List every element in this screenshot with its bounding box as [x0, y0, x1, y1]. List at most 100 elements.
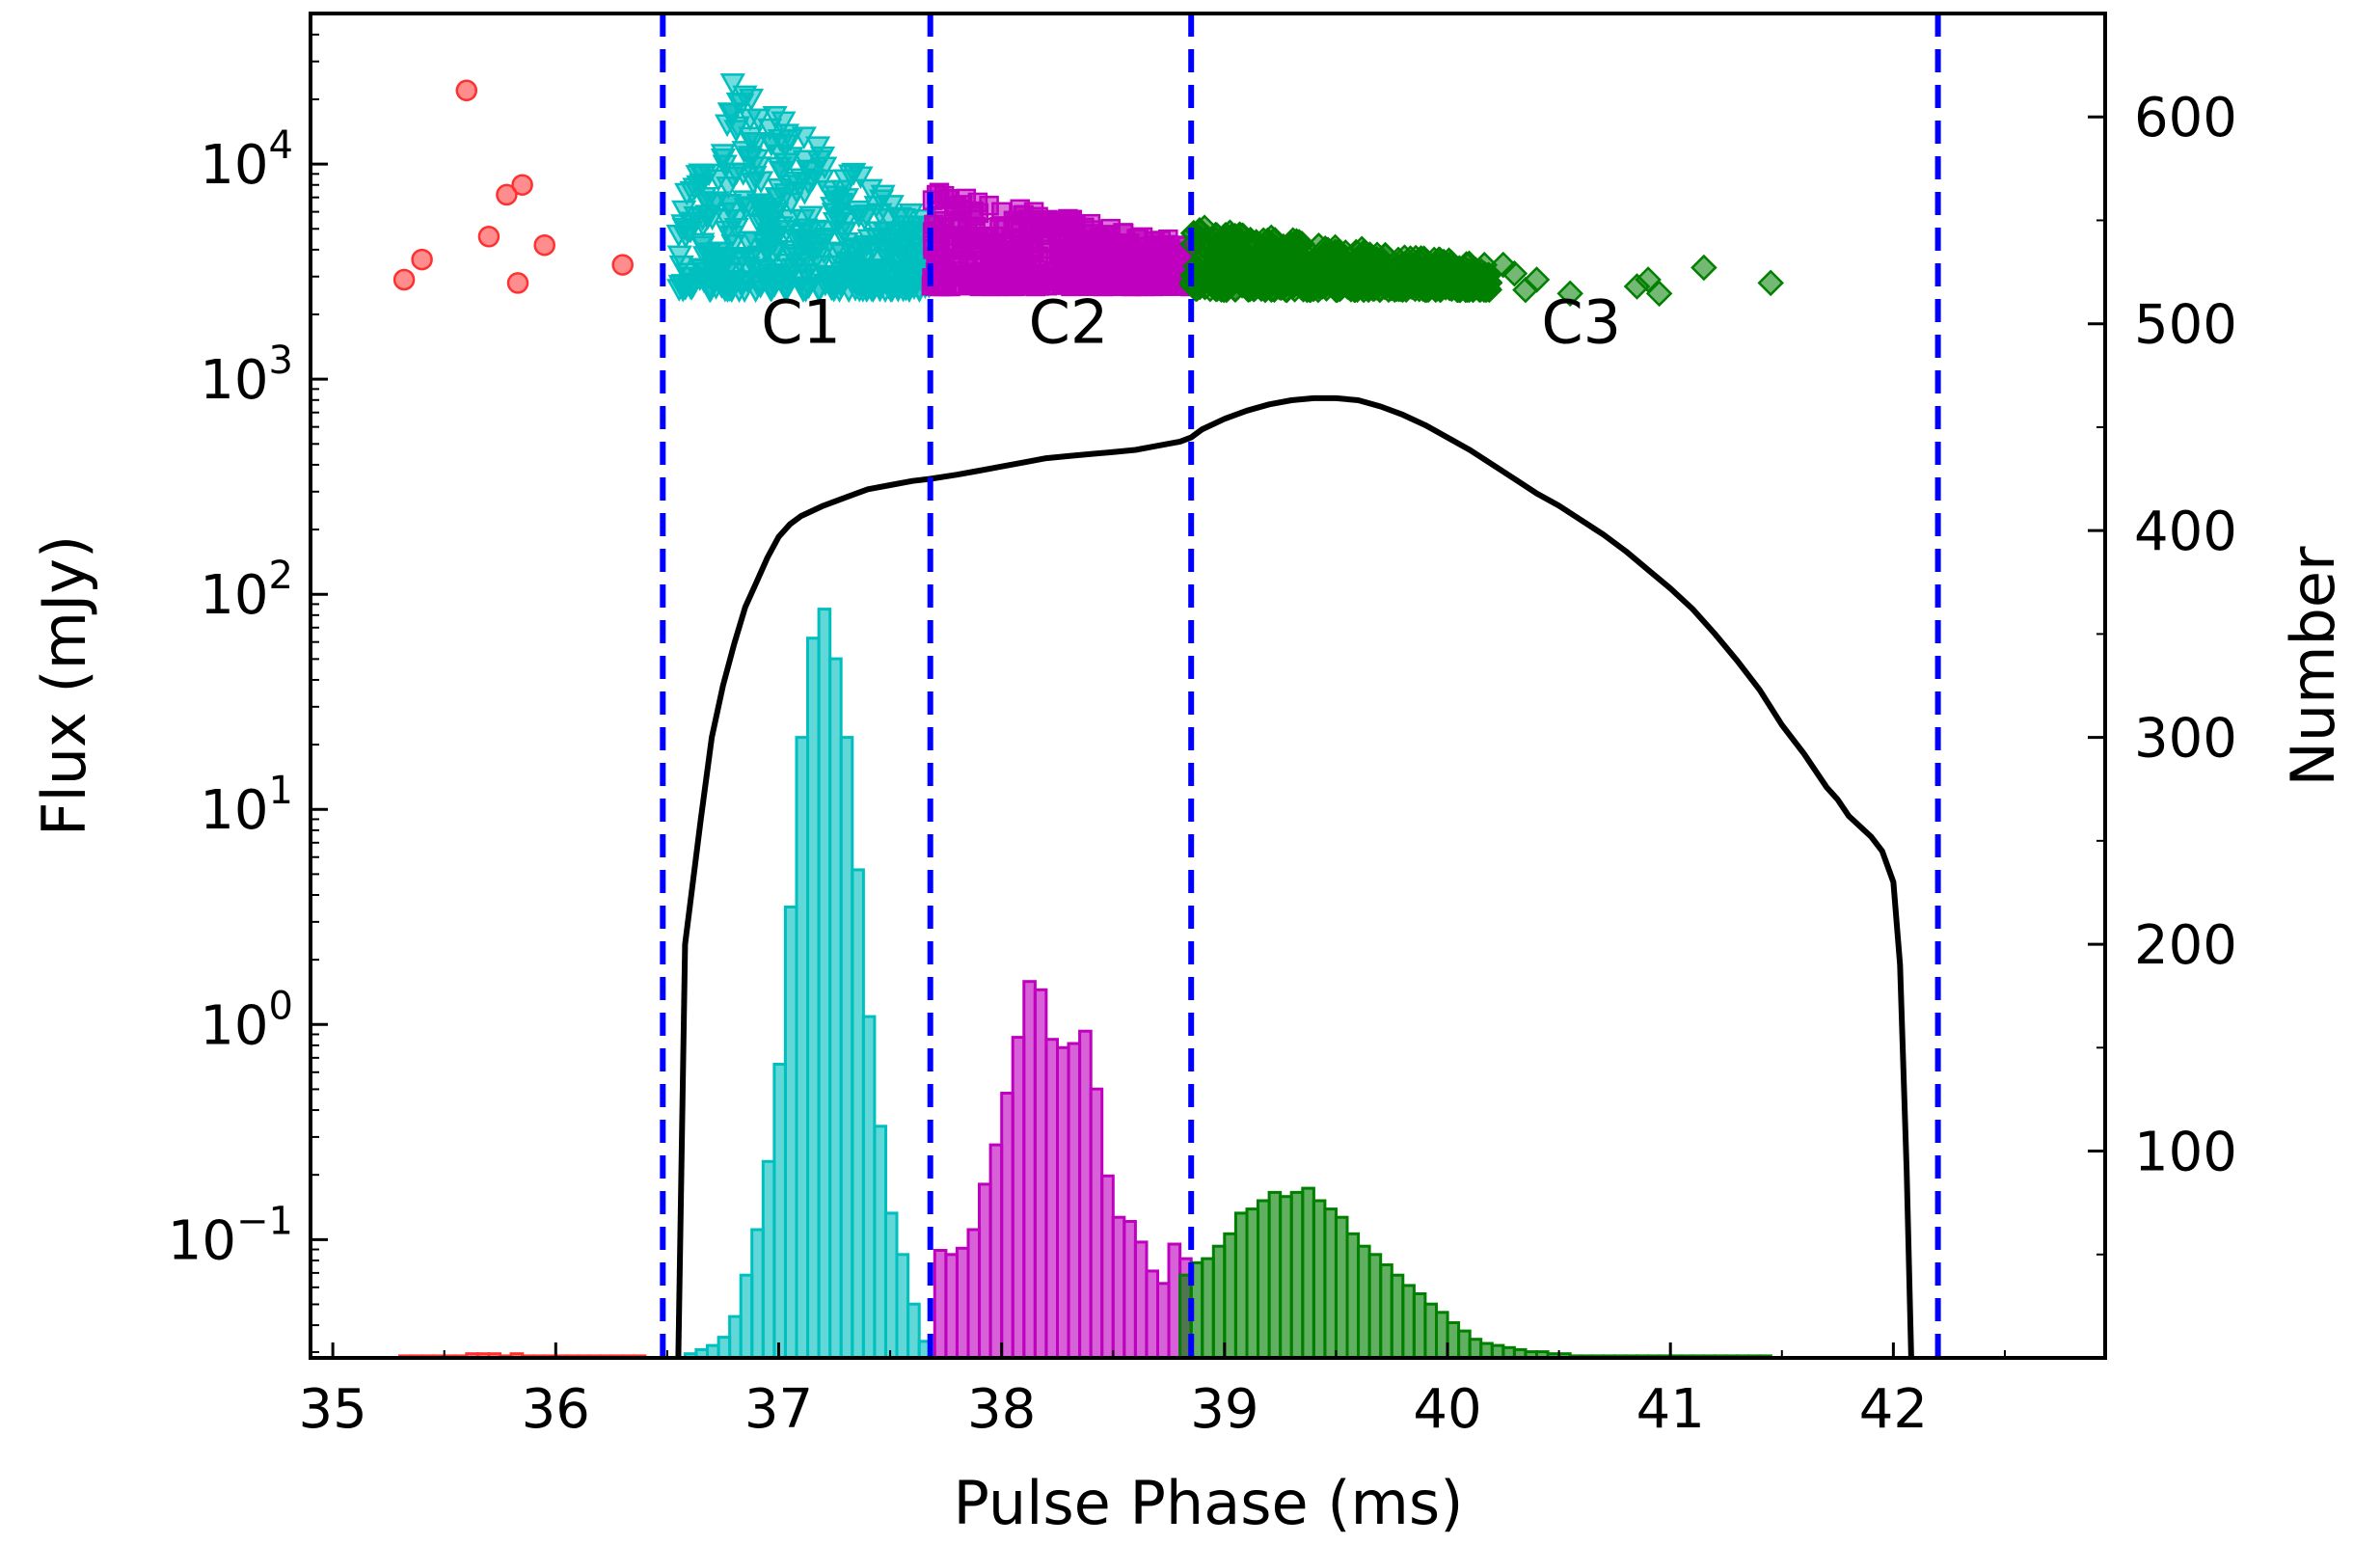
scatter-point: [719, 73, 745, 96]
scatter-point: [792, 149, 818, 174]
profile-line: [675, 394, 1914, 1359]
scatter-point: [716, 176, 742, 200]
histogram-bar: [1100, 1174, 1115, 1360]
scatter-point: [1010, 199, 1030, 220]
scatter-point: [746, 214, 773, 238]
scatter-point: [840, 237, 866, 261]
scatter-point: [837, 164, 864, 188]
histogram-bar: [806, 637, 821, 1360]
histogram-bar: [1201, 1257, 1215, 1360]
scatter-point: [745, 193, 771, 216]
scatter-point: [1419, 265, 1446, 292]
histogram-bar: [1479, 1342, 1494, 1360]
scatter-point: [863, 196, 889, 219]
scatter-point: [1120, 243, 1140, 263]
scatter-point: [897, 244, 923, 268]
histogram-bar: [1223, 1232, 1237, 1360]
scatter-point: [717, 103, 744, 126]
scatter-point: [1074, 269, 1095, 290]
scatter-point: [809, 169, 835, 193]
scatter-point: [723, 217, 749, 241]
scatter-point: [767, 128, 793, 152]
scatter-point: [833, 188, 860, 211]
histogram-bar: [1211, 1244, 1227, 1360]
scatter-point: [496, 183, 518, 206]
histogram-bar: [1279, 1195, 1293, 1360]
scatter-point: [890, 215, 916, 238]
component-boundaries: [660, 14, 1941, 1358]
histogram-bar: [728, 1315, 743, 1360]
histogram-bar: [1401, 1284, 1416, 1360]
right-y-tick-label: 600: [2134, 87, 2237, 149]
scatter-point: [969, 276, 990, 297]
scatter-point: [854, 241, 880, 265]
scatter-point: [1757, 269, 1784, 297]
left-y-axis-label: Flux (mJy): [29, 535, 99, 836]
scatter-point: [1251, 237, 1279, 264]
scatter-point: [1523, 266, 1551, 293]
scatter-point: [991, 267, 1012, 287]
histogram-bar: [1357, 1244, 1371, 1360]
right-y-axis-label: Number: [2278, 546, 2348, 787]
pulse-profile: [675, 394, 1914, 1359]
histogram-bar: [1067, 1042, 1082, 1360]
scatter-point: [1690, 254, 1717, 282]
histogram-bar: [1156, 1282, 1171, 1360]
scatter-point: [765, 187, 792, 210]
scatter-point: [951, 238, 971, 259]
histogram-bar: [1367, 1253, 1383, 1360]
scatter-point: [1013, 230, 1034, 251]
scatter-point: [533, 233, 555, 257]
scatter-point: [1123, 275, 1144, 295]
scatter-point: [697, 248, 723, 272]
x-tick-label: 37: [744, 1378, 813, 1441]
histogram-bar: [966, 1228, 982, 1360]
scatter-point: [831, 222, 857, 246]
histogram-bar: [1289, 1190, 1305, 1360]
histogram-bar: [895, 1253, 910, 1360]
scatter-point: [1094, 275, 1114, 296]
plot-frame: [309, 12, 2107, 1360]
scatter-point: [1196, 254, 1224, 282]
histogram-bar: [1133, 1240, 1149, 1360]
scatter-point: [708, 260, 735, 285]
scatter-point: [1472, 272, 1499, 299]
histogram-bar: [1412, 1292, 1427, 1360]
left-y-tick-label: 103: [200, 339, 293, 412]
scatter-point: [790, 280, 817, 303]
scatter-point: [710, 148, 737, 172]
histogram-bar: [1033, 988, 1048, 1360]
scatter-point: [1095, 247, 1115, 268]
histogram-bar: [944, 1253, 960, 1360]
histogram-bar: [750, 1228, 765, 1360]
scatter-point: [727, 252, 753, 275]
scatter-point: [1144, 272, 1165, 292]
left-y-axis-ticks: 10−1 100 101 102 103 104: [168, 13, 328, 1353]
scatter-point: [671, 200, 697, 224]
scatter-point: [794, 263, 820, 287]
scatter-point: [878, 237, 904, 260]
scatter-point: [870, 184, 896, 208]
scatter-point: [898, 203, 924, 227]
scatter-point: [804, 136, 831, 159]
scatter-points: [392, 73, 1784, 308]
histogram-bar: [828, 657, 843, 1360]
component-label: C2: [1029, 287, 1109, 358]
component-label: C3: [1541, 287, 1621, 358]
histogram-bar: [1167, 1242, 1182, 1360]
scatter-point: [852, 208, 878, 231]
scatter-point: [819, 278, 845, 302]
x-tick-label: 39: [1190, 1378, 1258, 1441]
histogram-bar: [906, 1302, 921, 1360]
scatter-point: [738, 126, 764, 150]
histogram-bar: [988, 1143, 1004, 1360]
histogram-bar: [978, 1182, 992, 1360]
scatter-point: [781, 258, 807, 282]
scatter-point: [1645, 280, 1673, 308]
scatter-point: [693, 191, 719, 214]
scatter-point: [1438, 275, 1466, 303]
scatter-point: [940, 276, 960, 297]
histogram-bar: [873, 1125, 888, 1360]
scatter-point: [392, 268, 416, 291]
